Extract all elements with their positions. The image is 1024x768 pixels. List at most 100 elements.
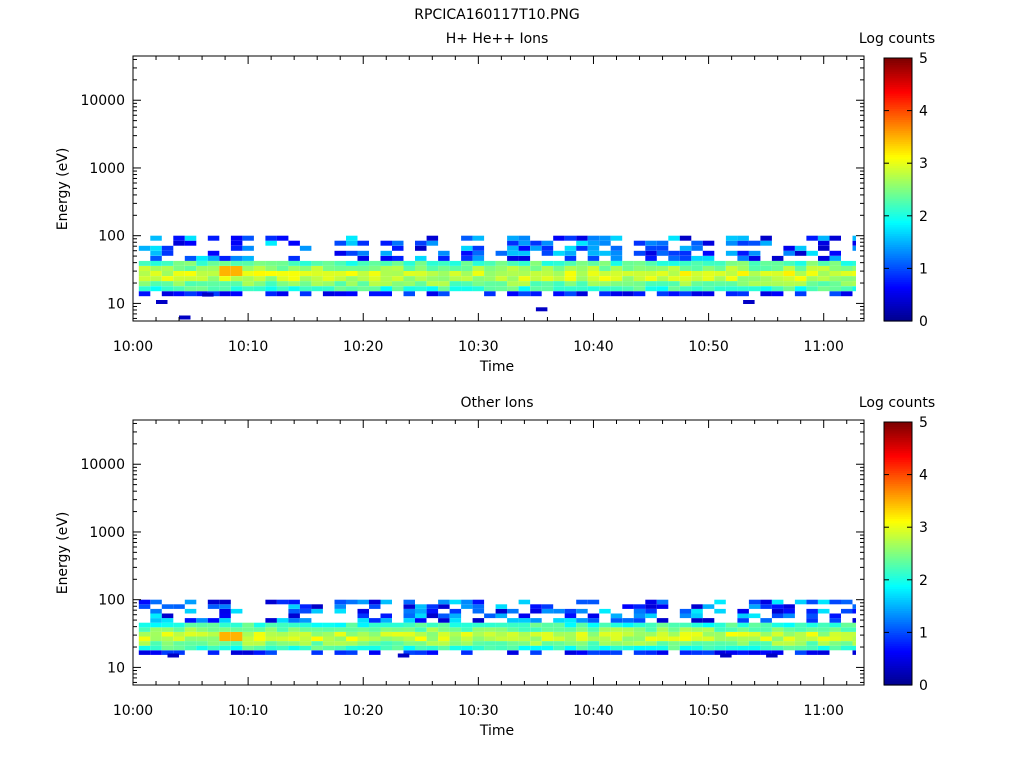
x-tick-label: 10:00: [113, 339, 153, 355]
heatmap-cell: [161, 618, 174, 623]
heatmap-cell: [438, 599, 450, 605]
colorbar-segment: [884, 79, 912, 83]
heatmap-cell: [702, 271, 715, 276]
heatmap-cell: [530, 245, 542, 251]
heatmap-cell: [415, 276, 427, 282]
heatmap-cell: [541, 645, 554, 651]
heatmap-cell: [138, 641, 151, 646]
heatmap-cell: [311, 286, 323, 292]
colorbar-segment: [884, 603, 912, 607]
x-tick-label: 10:40: [573, 703, 613, 719]
heatmap-cell: [610, 250, 623, 256]
heatmap-cell: [346, 645, 358, 651]
heatmap-cell: [771, 291, 784, 297]
heatmap-cell: [369, 636, 381, 642]
heatmap-cell: [771, 271, 784, 276]
heatmap-cell: [576, 641, 588, 646]
heatmap-cell: [794, 271, 807, 276]
heatmap-cell: [403, 291, 415, 297]
heatmap-cell: [495, 281, 508, 287]
heatmap-cell: [484, 645, 496, 651]
heatmap-cell: [541, 627, 554, 632]
heatmap-cell: [334, 622, 346, 628]
colorbar-segment: [884, 110, 912, 114]
heatmap-cell: [150, 281, 162, 287]
heatmap-cell: [484, 291, 496, 297]
heatmap-cell: [852, 286, 856, 292]
heatmap-cell: [449, 618, 462, 623]
heatmap-cell: [725, 636, 738, 642]
heatmap-cell: [150, 636, 162, 642]
heatmap-cell: [737, 641, 749, 646]
heatmap-cell: [818, 276, 830, 282]
colorbar-segment: [884, 621, 912, 625]
heatmap-cell: [645, 627, 657, 632]
heatmap-cell: [530, 608, 542, 614]
heatmap-cells: [138, 235, 856, 320]
colorbar-segment: [884, 277, 912, 280]
heatmap-cell: [161, 631, 174, 637]
heatmap-cell: [219, 641, 231, 646]
heatmap-cell: [794, 622, 807, 628]
heatmap-cell: [392, 622, 404, 628]
heatmap-cell: [737, 636, 749, 642]
heatmap-cell: [392, 645, 404, 651]
heatmap-cell: [161, 622, 174, 628]
heatmap-cell: [541, 260, 554, 266]
heatmap-cell: [403, 636, 415, 642]
heatmap-cell: [265, 291, 277, 297]
heatmap-cell: [472, 645, 485, 651]
colorbar-segment: [884, 71, 912, 74]
colorbar-segment: [884, 290, 912, 294]
colorbar-segment: [884, 244, 912, 248]
figure-title: RPCICA160117T10.PNG: [414, 7, 579, 23]
heatmap-cell: [288, 599, 300, 605]
heatmap-cell: [207, 271, 220, 276]
heatmap-cell: [622, 636, 634, 642]
colorbar-segment: [884, 99, 912, 103]
heatmap-cell: [138, 604, 151, 609]
heatmap-cell: [852, 281, 856, 287]
heatmap-cell: [829, 286, 841, 292]
heatmap-cell: [507, 645, 519, 651]
heatmap-cell: [633, 613, 646, 619]
heatmap-cell: [265, 618, 277, 623]
heatmap-cell: [392, 286, 404, 292]
heatmap-cell: [415, 631, 427, 637]
heatmap-cell: [633, 250, 646, 256]
heatmap-cell: [679, 291, 692, 297]
heatmap-cell: [656, 631, 669, 637]
heatmap-cell: [530, 650, 542, 655]
heatmap-cell: [380, 271, 392, 276]
heatmap-cell: [196, 281, 208, 287]
heatmap-cell: [610, 613, 623, 619]
colorbar: 0 1 2 3 4 5: [883, 415, 928, 694]
heatmap-cell: [564, 631, 577, 637]
heatmap-cell: [691, 636, 703, 642]
heatmap-cell: [829, 266, 841, 271]
heatmap-cell: [207, 645, 220, 651]
heatmap-cell: [196, 266, 208, 271]
heatmap-cell: [288, 631, 300, 637]
heatmap-cell: [818, 641, 830, 646]
heatmap-cell: [461, 245, 473, 251]
heatmap-cell: [253, 645, 266, 651]
colorbar-segment: [884, 555, 912, 559]
heatmap-cell: [748, 266, 761, 271]
heatmap-cell: [357, 276, 369, 282]
heatmap-cell: [461, 627, 473, 632]
heatmap-cell: [714, 627, 726, 632]
heatmap-cell: [771, 622, 784, 628]
heatmap-cell: [818, 260, 830, 266]
heatmap-cell: [852, 271, 856, 276]
x-tick-label: 10:00: [113, 703, 153, 719]
heatmap-cell: [610, 636, 623, 642]
heatmap-cell: [357, 599, 369, 605]
heatmap-cell: [587, 631, 600, 637]
colorbar-tick-label: 4: [919, 104, 928, 120]
heatmap-cell: [818, 627, 830, 632]
heatmap-cell: [806, 645, 818, 651]
colorbar-segment: [884, 95, 912, 99]
heatmap-cell: [576, 618, 588, 623]
colorbar-segment: [884, 448, 912, 452]
